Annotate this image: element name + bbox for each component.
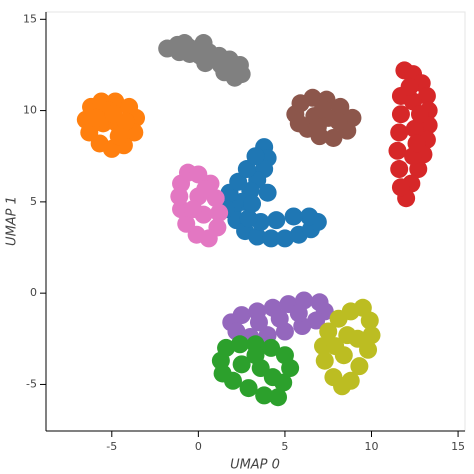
point [249,313,268,332]
x-axis-title: UMAP 0 [230,458,280,473]
point [232,355,251,374]
point [267,211,286,230]
point [315,351,334,370]
y-tick-label: 5 [30,195,37,208]
y-tick-label: 10 [23,104,37,117]
point [170,187,189,206]
point [230,335,249,354]
point [175,34,194,53]
point [360,311,379,330]
y-tick-label: 0 [30,286,37,299]
point [324,368,343,387]
x-tick-label: -5 [106,440,117,453]
point [243,194,262,213]
point [281,359,300,378]
points [76,34,438,407]
point [390,123,409,142]
point [390,160,409,179]
point [196,180,215,199]
y-tick-label: 15 [23,12,37,25]
point [87,108,106,127]
point [246,346,265,365]
point [215,63,234,82]
point [391,105,410,124]
point [307,311,326,330]
point [405,119,424,138]
point [284,207,303,226]
x-tick-label: 15 [451,440,465,453]
point [329,112,348,131]
point [331,97,350,116]
point [270,309,289,328]
point [289,304,308,323]
point [196,54,215,73]
point [229,172,248,191]
y-axis-title: UMAP 1 [5,196,20,246]
point [269,388,288,407]
point [400,77,419,96]
point [194,34,213,53]
point [109,127,128,146]
point [289,114,308,133]
y-tick-label: -5 [26,377,37,390]
point [319,322,338,341]
point [341,302,360,321]
point [350,357,369,376]
x-tick-label: 0 [195,440,202,453]
point [213,364,232,383]
point [80,123,99,142]
point [308,118,327,137]
point [417,86,436,105]
point [262,229,281,248]
point [362,326,381,345]
point [348,329,367,348]
point [239,379,258,398]
x-tick-label: 10 [365,440,379,453]
point [237,160,256,179]
point [255,386,274,405]
point [326,337,345,356]
point [248,227,267,246]
point [300,207,319,226]
point [239,209,258,228]
point [258,183,277,202]
point [184,200,203,219]
point [275,229,294,248]
point [410,105,429,124]
point [407,134,426,153]
point [104,105,123,124]
point [177,214,196,233]
point [314,99,333,118]
point [232,306,251,325]
point [217,338,236,357]
x-tick-label: 5 [281,440,288,453]
point [210,203,229,222]
point [388,141,407,160]
point [391,178,410,197]
point [263,368,282,387]
point [324,128,343,147]
point [246,147,265,166]
point [262,338,281,357]
